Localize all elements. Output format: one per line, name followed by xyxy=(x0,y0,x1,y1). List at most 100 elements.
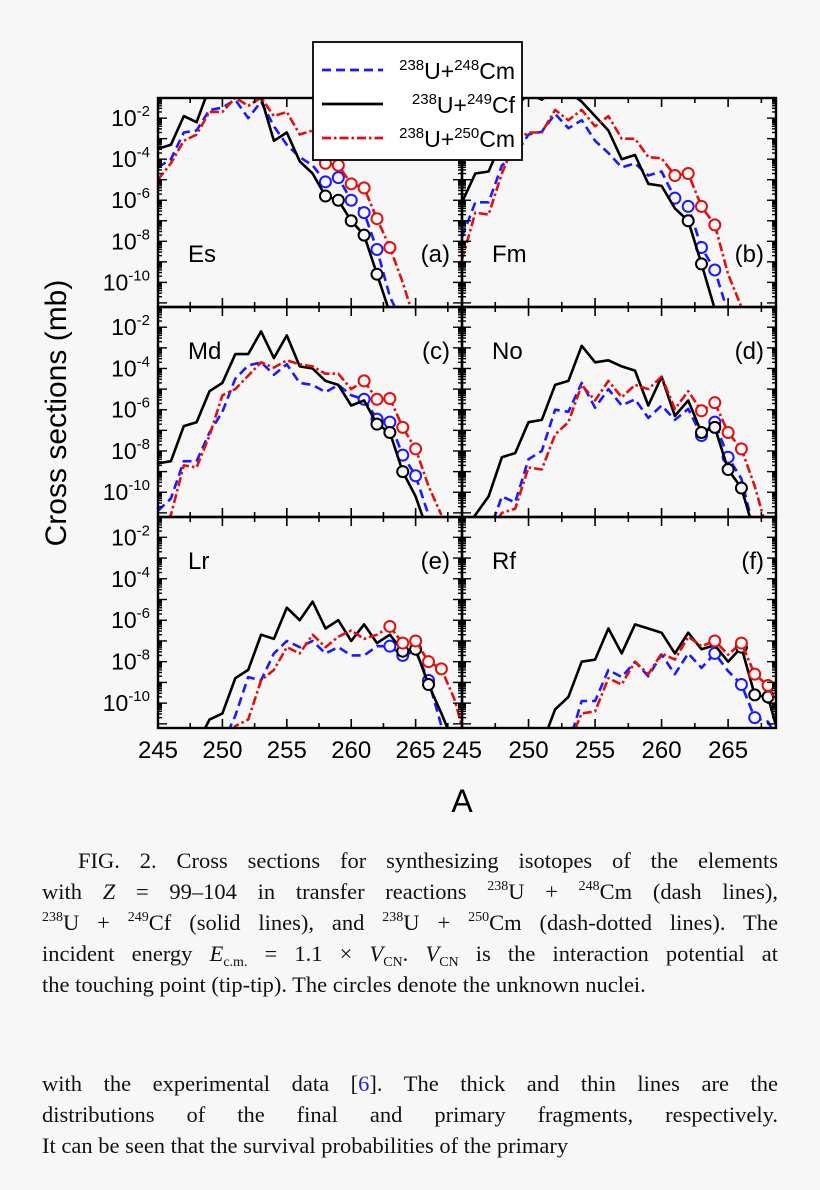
figure-cross-sections: Es (a) 10-2 10-4 10-6 10-8 10-10 Fm (b) Md (c) 10-2… xyxy=(40,41,778,819)
text-segment: = 1.1 × xyxy=(247,941,370,966)
unknown-nucleus-marker xyxy=(396,465,410,479)
text-segment: 248 xyxy=(578,879,600,894)
text-segment: V xyxy=(369,941,384,966)
caption-line: with Z = 99–104 in transfer reactions 23… xyxy=(42,876,778,907)
y-tick-label: 10-2 xyxy=(111,522,150,550)
unknown-nucleus-marker xyxy=(694,257,708,271)
unknown-nucleus-marker xyxy=(708,420,722,434)
y-tick-label: 10-10 xyxy=(103,688,150,716)
body-line: with the experimental data [6]. The thic… xyxy=(42,1068,778,1099)
element-label: Rf xyxy=(492,548,516,575)
series-line-238U+250Cm xyxy=(167,358,443,517)
text-segment: CN xyxy=(439,955,459,970)
y-tick-label: 10-8 xyxy=(111,436,150,464)
caption-line: FIG. 2. Cross sections for synthesizing … xyxy=(42,845,778,876)
unknown-nucleus-marker xyxy=(409,469,423,483)
legend-label: 238U+250Cm xyxy=(399,125,515,152)
legend: 238U+248Cm 238U+249Cf 238U+250Cm xyxy=(312,41,523,161)
text-segment: 249 xyxy=(127,910,149,925)
unknown-nucleus-marker xyxy=(357,206,371,220)
unknown-nucleus-marker xyxy=(370,267,384,281)
unknown-nucleus-marker xyxy=(370,242,384,256)
series-line-238U+249Cf xyxy=(472,344,752,517)
unknown-nucleus-marker xyxy=(668,169,682,183)
x-tick-label: 250 xyxy=(202,737,242,764)
panel-rf: Rf (f) xyxy=(460,515,778,730)
element-label: No xyxy=(492,338,523,365)
x-tick-label: 250 xyxy=(509,737,549,764)
x-axis-label: A xyxy=(451,783,473,819)
unknown-nucleus-marker xyxy=(383,240,397,254)
body-line: distributions of the final and primary f… xyxy=(42,1099,778,1130)
y-tick-label: 10-6 xyxy=(111,185,150,213)
text-segment: distributions of the final and primary f… xyxy=(42,1102,778,1127)
y-tick-label: 10-2 xyxy=(111,103,150,131)
text-segment: the touching point (tip-tip). The circle… xyxy=(42,972,646,997)
series-line-238U+249Cf xyxy=(158,330,425,517)
unknown-nucleus-marker xyxy=(318,175,332,189)
unknown-nucleus-marker xyxy=(748,688,762,702)
panel-es: Es (a) 10-2 10-4 10-6 10-8 10-10 xyxy=(103,96,464,309)
text-segment: 238 xyxy=(382,910,404,925)
unknown-nucleus-marker xyxy=(708,218,722,232)
text-segment: 238 xyxy=(42,910,63,925)
unknown-nucleus-marker xyxy=(331,171,345,185)
y-axis-label: Cross sections (mb) xyxy=(40,280,73,547)
unknown-nucleus-marker xyxy=(708,634,722,648)
text-segment: V xyxy=(425,941,440,966)
unknown-nucleus-marker xyxy=(721,463,735,477)
y-tick-label: 10-6 xyxy=(111,395,150,423)
body-text: with the experimental data [6]. The thic… xyxy=(42,1068,778,1161)
text-segment: Z xyxy=(102,879,116,904)
unknown-nucleus-marker xyxy=(383,425,397,439)
figure-caption: FIG. 2. Cross sections for synthesizing … xyxy=(42,845,778,1000)
unknown-nucleus-marker xyxy=(734,636,748,650)
text-segment: . xyxy=(402,941,426,966)
unknown-nucleus-marker xyxy=(357,228,371,242)
element-label: Es xyxy=(188,241,216,268)
series-line-238U+248Cm xyxy=(572,652,774,728)
text-segment: FIG. 2. Cross sections for synthesizing … xyxy=(78,848,778,873)
text-segment: CN xyxy=(383,955,403,970)
y-tick-label: 10-10 xyxy=(103,477,150,505)
unknown-nucleus-marker xyxy=(681,199,695,213)
panel-lr: Lr (e) 10-2 10-4 10-6 10-8 10-10 xyxy=(103,515,464,730)
panel-md: Md (c) 10-2 10-4 10-6 10-8 10-10 xyxy=(103,305,464,519)
unknown-nucleus-marker xyxy=(357,181,371,195)
caption-line: 238U + 249Cf (solid lines), and 238U + 2… xyxy=(42,907,778,938)
unknown-nucleus-marker xyxy=(318,189,332,203)
unknown-nucleus-marker xyxy=(331,193,345,207)
text-segment: E xyxy=(209,941,224,966)
text-segment: c.m. xyxy=(223,955,248,970)
text-segment: = 99–104 in transfer reactions xyxy=(115,879,488,904)
panel-tag: (c) xyxy=(422,338,450,365)
text-segment: 238 xyxy=(487,879,509,894)
unknown-nucleus-marker xyxy=(344,177,358,191)
unknown-nucleus-marker xyxy=(708,263,722,277)
y-tick-label: 10-4 xyxy=(111,564,150,592)
unknown-nucleus-marker xyxy=(734,481,748,495)
element-label: Fm xyxy=(492,241,527,268)
unknown-nucleus-marker xyxy=(370,417,384,431)
text-segment: It can be seen that the survival probabi… xyxy=(42,1133,569,1158)
unknown-nucleus-marker xyxy=(370,392,384,406)
unknown-nucleus-marker xyxy=(681,167,695,181)
reference-link[interactable]: 6 xyxy=(358,1071,370,1096)
unknown-nucleus-marker xyxy=(708,396,722,410)
text-segment: U + xyxy=(508,879,579,904)
caption-line: incident energy Ec.m. = 1.1 × VCN. VCN i… xyxy=(42,938,778,970)
x-tick-label: 245 xyxy=(138,737,178,764)
unknown-nucleus-marker xyxy=(694,425,708,439)
unknown-nucleus-marker xyxy=(331,158,345,172)
text-segment: Cf (solid lines), and xyxy=(148,910,383,935)
unknown-nucleus-marker xyxy=(383,639,397,653)
text-segment: 250 xyxy=(468,910,490,925)
unknown-nucleus-marker xyxy=(409,442,423,456)
y-tick-label: 10-4 xyxy=(111,144,150,172)
y-tick-label: 10-10 xyxy=(103,267,150,295)
text-segment: Cm (dash lines), xyxy=(599,879,778,904)
unknown-nucleus-marker xyxy=(383,392,397,406)
element-label: Md xyxy=(188,338,221,365)
unknown-nucleus-marker xyxy=(761,678,775,692)
y-tick-label: 10-2 xyxy=(111,312,150,340)
